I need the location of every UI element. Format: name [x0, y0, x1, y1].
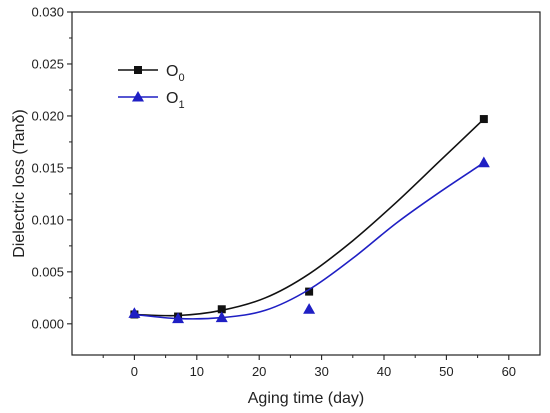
- y-tick-label: 0.005: [31, 264, 64, 279]
- y-tick-label: 0.015: [31, 160, 64, 175]
- legend-label-o1-sub: 1: [178, 99, 184, 111]
- plot-frame: [71, 11, 541, 356]
- data-point-o1: [215, 311, 228, 323]
- x-tick-label: 0: [131, 364, 138, 379]
- legend-marker-o0: [134, 66, 142, 74]
- x-tick-label: 50: [439, 364, 453, 379]
- plot-area-border: [71, 11, 541, 356]
- series-line-o1: [134, 162, 485, 320]
- data-point-o1: [128, 307, 141, 318]
- legend-label-o0: O0: [166, 63, 185, 84]
- y-tick-label: 0.000: [31, 316, 64, 331]
- y-axis-title: Dielectric loss (Tanδ): [11, 109, 28, 258]
- data-point-o0: [305, 287, 314, 296]
- data-point-o1: [172, 312, 185, 324]
- data-point-o1: [477, 156, 490, 168]
- series-o1: [128, 156, 490, 324]
- data-point-o0: [217, 305, 226, 314]
- x-tick-label: 20: [252, 364, 266, 379]
- legend: O0 O1: [118, 63, 185, 111]
- y-tick-label: 0.025: [31, 56, 64, 71]
- x-axis-title: Aging time (day): [248, 390, 365, 407]
- legend-marker-o1: [132, 91, 144, 102]
- legend-label-o0-sub: 0: [178, 72, 184, 84]
- legend-label-o1-base: O: [166, 90, 178, 107]
- data-point-o0: [479, 115, 488, 124]
- ticks: 0 10 20 30 40 50 600.0000.0050.0100.0150.0200.…: [31, 5, 516, 380]
- data-point-o1: [303, 303, 316, 314]
- x-tick-label: 40: [377, 364, 391, 379]
- x-tick-label: 60: [502, 364, 516, 379]
- series-layer: [128, 115, 490, 324]
- legend-label-o1: O1: [166, 90, 185, 111]
- series-line-o0: [134, 118, 485, 317]
- y-tick-label: 0.010: [31, 212, 64, 227]
- legend-entry-o0: O0: [118, 63, 185, 84]
- y-tick-label: 0.030: [31, 5, 64, 20]
- x-tick-label: 30: [314, 364, 328, 379]
- legend-entry-o1: O1: [118, 90, 185, 111]
- y-tick-label: 0.020: [31, 108, 64, 123]
- x-tick-label: 10: [190, 364, 204, 379]
- legend-label-o0-base: O: [166, 63, 178, 80]
